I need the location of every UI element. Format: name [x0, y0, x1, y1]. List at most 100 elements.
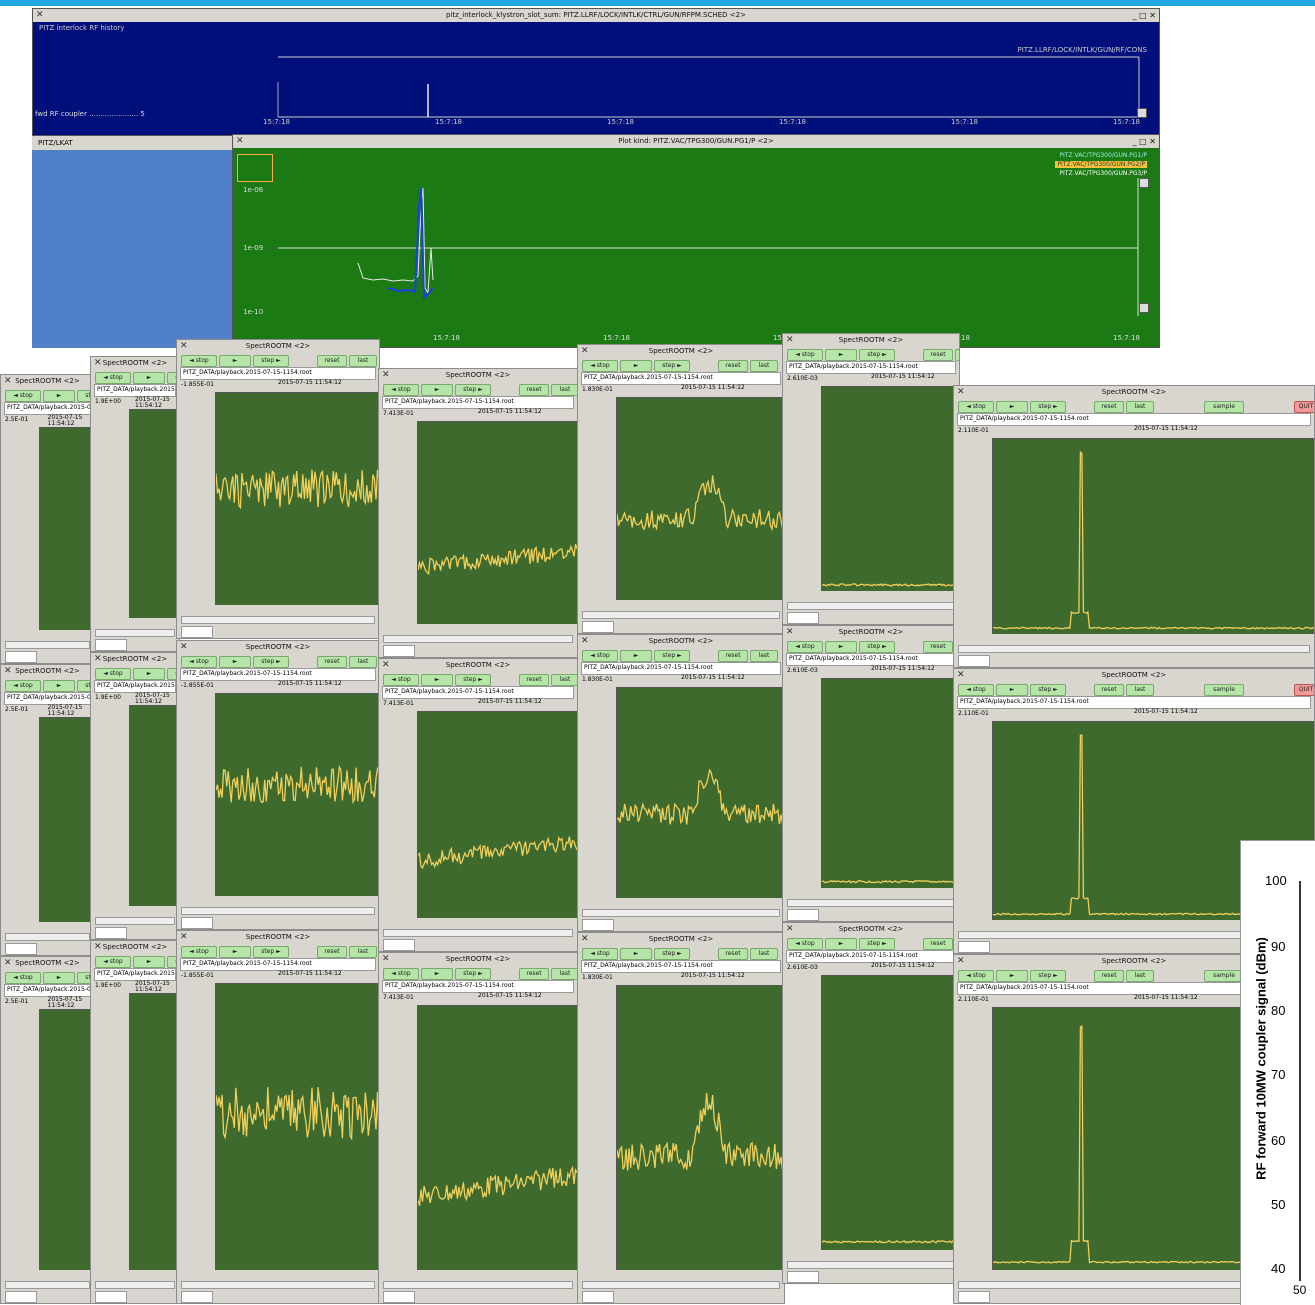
time-slider[interactable]	[5, 933, 90, 941]
play-button[interactable]: ►	[43, 680, 75, 692]
step-button[interactable]: step ►	[77, 390, 94, 402]
step-button[interactable]: step ►	[859, 349, 895, 361]
close-icon[interactable]: ✕	[4, 958, 12, 968]
step-button[interactable]: step ►	[77, 972, 94, 984]
file-path-field[interactable]: PITZ_DATA/playback.2015-07-15-1154.root	[581, 960, 781, 973]
spectrum-titlebar[interactable]: ✕ SpectROOTM <2>	[91, 653, 179, 666]
step-button[interactable]: step ►	[654, 948, 690, 960]
spectrum-titlebar[interactable]: ✕ SpectROOTM <2>	[578, 345, 784, 358]
step-button[interactable]: step ►	[1030, 401, 1066, 413]
time-slider[interactable]	[181, 616, 375, 624]
stop-button[interactable]: ◄ stop	[383, 384, 419, 396]
close-icon[interactable]: ✕	[957, 670, 965, 680]
spin-field[interactable]	[958, 941, 990, 953]
play-button[interactable]: ►	[219, 355, 251, 367]
spin-field[interactable]	[95, 639, 127, 651]
reset-button[interactable]: reset	[317, 656, 347, 668]
play-button[interactable]: ►	[43, 972, 75, 984]
spectrum-titlebar[interactable]: ✕ SpectROOTM <2>	[783, 626, 959, 639]
file-path-field[interactable]: PITZ_DATA/playback.2015-07-15-1154.root	[786, 653, 956, 666]
stop-button[interactable]: ◄ stop	[95, 668, 131, 680]
last-button[interactable]: last	[349, 946, 377, 958]
stop-button[interactable]: ◄ stop	[5, 680, 41, 692]
last-button[interactable]: last	[551, 968, 577, 980]
file-path-field[interactable]: PITZ_DATA/playback.2015-07-15-1154.root	[180, 367, 376, 380]
step-button[interactable]: step ►	[1030, 684, 1066, 696]
step-button[interactable]: step ►	[253, 355, 289, 367]
spectrum-titlebar[interactable]: ✕ SpectROOTM <2>	[177, 641, 379, 654]
close-icon[interactable]: ✕	[786, 335, 794, 345]
reset-button[interactable]: reset	[519, 968, 549, 980]
reset-button[interactable]: reset	[519, 674, 549, 686]
spin-field[interactable]	[181, 1291, 213, 1303]
stop-button[interactable]: ◄ stop	[787, 641, 823, 653]
play-button[interactable]: ►	[421, 674, 453, 686]
reset-button[interactable]: reset	[923, 938, 953, 950]
stop-button[interactable]: ◄ stop	[5, 972, 41, 984]
time-slider[interactable]	[181, 1281, 375, 1289]
close-icon[interactable]: ✕	[180, 642, 188, 652]
file-path-field[interactable]: PITZ_DATA/playback.2015-07-15-1154.root	[94, 384, 176, 397]
spectrum-titlebar[interactable]: ✕ SpectROOTM <2>	[1, 665, 94, 678]
spin-field[interactable]	[582, 1291, 614, 1303]
spin-field[interactable]	[787, 1271, 819, 1283]
stop-button[interactable]: ◄ stop	[5, 390, 41, 402]
play-button[interactable]: ►	[825, 641, 857, 653]
close-icon[interactable]: ✕	[382, 660, 390, 670]
play-button[interactable]: ►	[996, 401, 1028, 413]
file-path-field[interactable]: PITZ_DATA/playback.2015-07-15-1154.root	[581, 662, 781, 675]
vacuum-window-titlebar[interactable]: ✕ Plot kind: PITZ.VAC/TPG300/GUN.PG1/P <…	[233, 135, 1159, 148]
file-path-field[interactable]: PITZ_DATA/playback.2015-07-15-1154.root	[786, 950, 956, 963]
spin-field[interactable]	[181, 917, 213, 929]
reset-button[interactable]: reset	[718, 650, 748, 662]
time-slider[interactable]	[582, 909, 780, 917]
spin-field[interactable]	[5, 1291, 37, 1303]
last-button[interactable]: last	[349, 355, 377, 367]
file-path-field[interactable]: PITZ_DATA/playback.2015-07-15-1154.root	[180, 958, 376, 971]
last-button[interactable]: last	[1126, 970, 1154, 982]
play-button[interactable]: ►	[133, 372, 165, 384]
reset-button[interactable]: reset	[519, 384, 549, 396]
time-slider[interactable]	[787, 1261, 955, 1269]
spin-field[interactable]	[958, 1291, 990, 1303]
spectrum-titlebar[interactable]: ✕ SpectROOTM <2>	[91, 941, 179, 954]
spin-field[interactable]	[787, 909, 819, 921]
time-slider[interactable]	[383, 1281, 573, 1289]
spin-field[interactable]	[95, 927, 127, 939]
spin-field[interactable]	[383, 939, 415, 951]
sample-button[interactable]: sample	[1204, 684, 1244, 696]
file-path-field[interactable]: PITZ_DATA/playback.2015-07-15-1154.root	[957, 413, 1311, 426]
last-button[interactable]: last	[551, 384, 577, 396]
close-icon[interactable]: ✕	[94, 942, 102, 952]
time-slider[interactable]	[95, 629, 175, 637]
step-button[interactable]: step ►	[455, 968, 491, 980]
close-icon[interactable]: ✕	[94, 654, 102, 664]
step-button[interactable]: step ►	[77, 680, 94, 692]
play-button[interactable]: ►	[133, 956, 165, 968]
play-button[interactable]: ►	[996, 970, 1028, 982]
spectrum-titlebar[interactable]: ✕ SpectROOTM <2>	[379, 659, 577, 672]
close-icon[interactable]: ✕	[36, 10, 44, 20]
time-slider[interactable]	[95, 1281, 175, 1289]
spin-field[interactable]	[958, 655, 990, 667]
spectrum-titlebar[interactable]: ✕ SpectROOTM <2>	[783, 923, 959, 936]
play-button[interactable]: ►	[620, 650, 652, 662]
stop-button[interactable]: ◄ stop	[181, 355, 217, 367]
close-icon[interactable]: ✕	[180, 932, 188, 942]
time-slider[interactable]	[958, 645, 1310, 653]
file-path-field[interactable]: PITZ_DATA/playback.2015-07-15-1154.root	[581, 372, 781, 385]
spectrum-titlebar[interactable]: ✕ SpectROOTM <2>	[954, 669, 1314, 682]
scroll-handle[interactable]	[1139, 303, 1149, 313]
play-button[interactable]: ►	[421, 968, 453, 980]
play-button[interactable]: ►	[219, 946, 251, 958]
spectrum-titlebar[interactable]: ✕ SpectROOTM <2>	[177, 931, 379, 944]
time-slider[interactable]	[95, 917, 175, 925]
step-button[interactable]: step ►	[654, 650, 690, 662]
stop-button[interactable]: ◄ stop	[95, 372, 131, 384]
spin-field[interactable]	[181, 626, 213, 638]
play-button[interactable]: ►	[421, 384, 453, 396]
close-icon[interactable]: ✕	[236, 136, 244, 146]
file-path-field[interactable]: PITZ_DATA/playback.2015-07-15-1154.root	[786, 361, 956, 374]
close-icon[interactable]: ✕	[4, 666, 12, 676]
spin-field[interactable]	[582, 919, 614, 931]
